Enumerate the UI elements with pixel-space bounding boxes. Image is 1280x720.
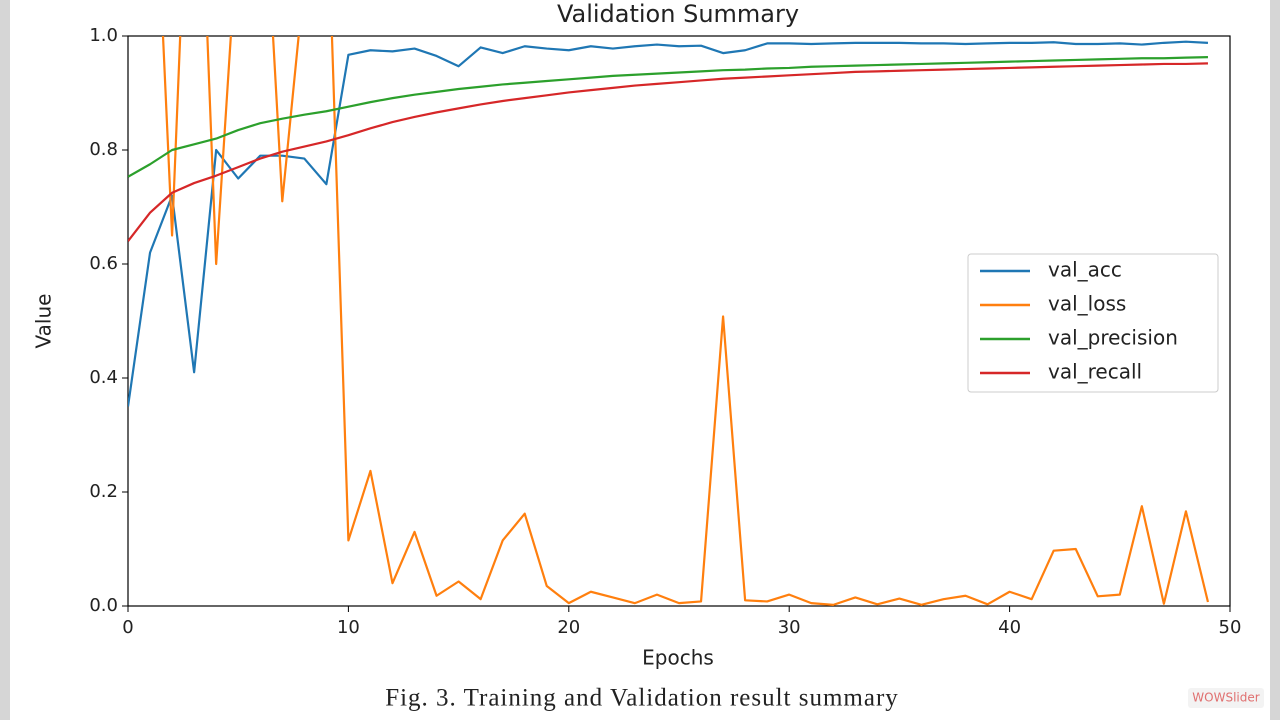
- x-tick-label: 0: [122, 617, 133, 638]
- series-line: [128, 55, 1208, 178]
- y-tick-label: 0.0: [89, 595, 118, 616]
- y-tick-label: 0.2: [89, 481, 118, 502]
- legend-label: val_precision: [1048, 326, 1178, 350]
- y-tick-label: 0.8: [89, 139, 118, 160]
- legend-label: val_recall: [1048, 360, 1142, 384]
- y-tick-label: 0.4: [89, 367, 118, 388]
- x-tick-label: 30: [778, 617, 801, 638]
- x-tick-label: 10: [337, 617, 360, 638]
- series-line: [128, 62, 1208, 242]
- legend-label: val_acc: [1048, 258, 1122, 282]
- plot-area: [127, 35, 1231, 607]
- plot-lines: [128, 36, 1210, 606]
- x-tick-label: 50: [1219, 617, 1242, 638]
- series-line: [161, 36, 1210, 606]
- legend-box: [967, 253, 1219, 393]
- y-tick-label: 0.6: [89, 253, 118, 274]
- legend-label: val_loss: [1048, 292, 1126, 316]
- watermark-box: [1188, 688, 1264, 708]
- chart-title: Validation Summary: [557, 0, 799, 28]
- x-tick-label: 20: [557, 617, 580, 638]
- y-tick-label: 1.0: [89, 25, 118, 46]
- y-axis-label: Value: [32, 294, 56, 349]
- figure-caption: Fig. 3. Training and Validation result s…: [385, 685, 899, 712]
- x-tick-label: 40: [998, 617, 1021, 638]
- series-line: [128, 40, 1209, 407]
- watermark: WOWSlider: [1192, 691, 1259, 705]
- x-axis-label: Epochs: [642, 646, 714, 670]
